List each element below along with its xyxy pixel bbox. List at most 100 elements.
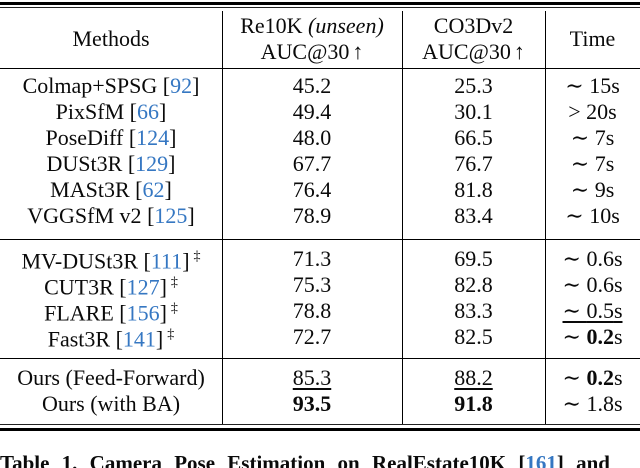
citation-bracket: ]: [159, 300, 167, 326]
co3d-auc-cell: 81.8: [402, 177, 545, 203]
time-value: ∼ 0.6s: [562, 246, 623, 272]
table-group-2: MV-DUSt3R [111] ‡ 71.3 69.5 ∼ 0.6s CUT3R [127…: [0, 240, 640, 359]
re10k-auc-cell: 71.3: [222, 246, 402, 272]
re10k-auc-cell-value: 76.4: [292, 177, 332, 202]
time-value: ∼ 0.2s: [562, 324, 623, 350]
citation-link[interactable]: 127: [126, 274, 160, 300]
co3d-auc-cell-value: 91.8: [454, 391, 493, 416]
citation-bracket: ]: [159, 274, 167, 300]
citation-bracket: [: [141, 203, 155, 228]
table-row: PixSfM [66] 49.4 30.1 > 20s: [0, 99, 640, 125]
double-dagger-marker: ‡: [193, 249, 201, 264]
header-re10k-title: Re10K: [240, 13, 303, 38]
double-dagger-marker: ‡: [167, 327, 175, 342]
co3d-auc-cell-value: 69.5: [454, 246, 493, 272]
citation-bracket: [: [123, 125, 137, 150]
table-row: PoseDiff [124] 48.0 66.5 ∼ 7s: [0, 125, 640, 151]
table-row: VGGSfM v2 [125] 78.9 83.4 ∼ 10s: [0, 203, 640, 229]
column-divider: [402, 11, 403, 424]
re10k-auc-cell-value: 48.0: [292, 125, 332, 150]
citation-bracket: ]: [155, 326, 164, 352]
time-cell: ∼ 0.6s: [545, 246, 640, 272]
re10k-auc-cell-value: 78.9: [292, 203, 332, 228]
citation-bracket: [: [113, 274, 127, 300]
caption-text-pre: Table 1. Camera Pose Estimation on RealE…: [0, 451, 526, 468]
table-top-rule-thin: [0, 7, 640, 8]
table-row: MASt3R [62] 76.4 81.8 ∼ 9s: [0, 177, 640, 203]
re10k-auc-cell: 85.3: [222, 365, 402, 391]
re10k-auc-cell-value: 72.7: [292, 324, 332, 350]
co3d-auc-cell: 82.5: [402, 324, 545, 350]
citation-link[interactable]: 129: [135, 151, 169, 176]
method-name: FLARE: [44, 300, 114, 326]
header-re10k: Re10K (unseen) AUC@30 ↑: [222, 13, 402, 65]
re10k-auc-cell-value: 75.3: [292, 272, 332, 298]
citation-link[interactable]: 141: [122, 326, 156, 352]
table-row: Fast3R [141] ‡ 72.7 82.5 ∼ 0.2s: [0, 322, 640, 352]
co3d-auc-cell: 69.5: [402, 246, 545, 272]
up-arrow-icon: ↑: [352, 39, 364, 64]
co3d-auc-cell-value: 83.4: [454, 203, 493, 228]
method-name: Fast3R: [47, 326, 111, 352]
column-divider: [545, 11, 546, 424]
citation-bracket: ]: [158, 99, 167, 124]
re10k-auc-cell: 78.9: [222, 203, 402, 229]
time-cell: ∼ 10s: [545, 203, 640, 229]
table-bottom-rule-thick: [0, 428, 640, 431]
co3d-auc-cell-value: 82.5: [454, 324, 493, 350]
time-number: 7: [594, 125, 606, 150]
time-cell: ∼ 7s: [545, 151, 640, 177]
co3d-auc-cell-value: 76.7: [454, 151, 493, 176]
method-cell: Ours (with BA): [0, 391, 222, 417]
citation-bracket: [: [113, 300, 127, 326]
table-top-rule-thick: [0, 2, 640, 5]
table-row: DUSt3R [129] 67.7 76.7 ∼ 7s: [0, 151, 640, 177]
time-value: ∼ 7s: [570, 151, 615, 176]
header-co3d: CO3Dv2 AUC@30 ↑: [402, 13, 545, 65]
citation-link[interactable]: 124: [136, 125, 170, 150]
caption-citation-link[interactable]: 161: [525, 451, 557, 468]
citation-bracket: ]: [168, 151, 176, 176]
re10k-auc-cell: 76.4: [222, 177, 402, 203]
co3d-auc-cell-value: 83.3: [454, 298, 493, 324]
header-re10k-note: (unseen): [308, 13, 384, 38]
citation-link[interactable]: 92: [170, 73, 193, 98]
citation-link[interactable]: 156: [126, 300, 160, 326]
method-cell: CUT3R [127] ‡: [0, 270, 222, 300]
citation-bracket: ]: [192, 73, 200, 98]
time-cell: ∼ 0.5s: [545, 298, 640, 324]
re10k-auc-cell: 67.7: [222, 151, 402, 177]
header-re10k-metric: AUC@30: [260, 39, 350, 64]
method-cell: Colmap+SPSG [92]: [0, 73, 222, 99]
co3d-auc-cell: 30.1: [402, 99, 545, 125]
method-name: Colmap+SPSG: [22, 73, 158, 98]
table-row: FLARE [156] ‡ 78.8 83.3 ∼ 0.5s: [0, 296, 640, 326]
co3d-auc-cell: 25.3: [402, 73, 545, 99]
co3d-auc-cell: 82.8: [402, 272, 545, 298]
citation-link[interactable]: 125: [154, 203, 188, 228]
co3d-auc-cell: 91.8: [402, 391, 545, 417]
citation-bracket: ]: [182, 248, 190, 274]
re10k-auc-cell: 78.8: [222, 298, 402, 324]
time-cell: ∼ 0.2s: [545, 324, 640, 350]
header-co3d-title: CO3Dv2: [433, 13, 514, 38]
table-row: MV-DUSt3R [111] ‡ 71.3 69.5 ∼ 0.6s: [0, 244, 640, 273]
method-name: DUSt3R: [46, 151, 123, 176]
method-cell: VGGSfM v2 [125]: [0, 203, 222, 229]
citation-link[interactable]: 62: [142, 177, 165, 202]
citation-link[interactable]: 66: [136, 99, 159, 124]
method-name: MASt3R: [50, 177, 130, 202]
results-table: Methods Re10K (unseen) AUC@30 ↑ CO3Dv2 AU…: [0, 10, 640, 422]
time-number: 0.2: [586, 365, 614, 390]
time-number: 0.2: [586, 324, 614, 350]
citation-bracket: [: [110, 326, 123, 352]
co3d-auc-cell: 76.7: [402, 151, 545, 177]
citation-bracket: [: [138, 248, 151, 274]
time-cell: ∼ 0.6s: [545, 272, 640, 298]
table-group-3: Ours (Feed-Forward) 85.3 88.2 ∼ 0.2s Ours (w…: [0, 359, 640, 422]
method-cell: MV-DUSt3R [111] ‡: [0, 244, 222, 274]
method-name: VGGSfM v2: [27, 203, 142, 228]
time-cell: ∼ 7s: [545, 125, 640, 151]
citation-link[interactable]: 111: [150, 248, 183, 274]
citation-bracket: [: [157, 73, 171, 98]
